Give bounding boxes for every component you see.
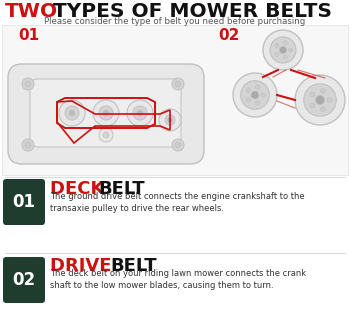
Circle shape: [127, 100, 153, 126]
Circle shape: [137, 110, 143, 116]
Text: 02: 02: [218, 28, 239, 43]
Text: DECK: DECK: [50, 180, 111, 198]
Circle shape: [270, 37, 296, 63]
Circle shape: [99, 128, 113, 142]
Text: DRIVE: DRIVE: [50, 257, 118, 275]
Circle shape: [284, 41, 287, 45]
FancyBboxPatch shape: [8, 64, 204, 164]
Circle shape: [295, 75, 345, 125]
FancyBboxPatch shape: [3, 179, 45, 225]
Circle shape: [289, 48, 293, 52]
Circle shape: [172, 78, 184, 90]
Text: TWO: TWO: [5, 2, 58, 21]
Circle shape: [159, 109, 181, 131]
Circle shape: [246, 88, 251, 92]
Text: 01: 01: [13, 193, 35, 211]
Circle shape: [310, 92, 315, 97]
Circle shape: [103, 132, 109, 138]
Circle shape: [251, 91, 259, 99]
Circle shape: [261, 93, 266, 97]
Circle shape: [321, 88, 326, 93]
Circle shape: [233, 73, 277, 117]
Text: TYPES OF MOWER BELTS: TYPES OF MOWER BELTS: [46, 2, 332, 21]
Circle shape: [279, 47, 287, 54]
Circle shape: [175, 142, 181, 148]
Text: Please consider the type of belt you need before purchasing: Please consider the type of belt you nee…: [44, 17, 306, 26]
Circle shape: [69, 110, 75, 116]
Circle shape: [172, 139, 184, 151]
FancyBboxPatch shape: [3, 257, 45, 303]
Circle shape: [22, 78, 34, 90]
Circle shape: [165, 115, 175, 125]
Text: BELT: BELT: [98, 180, 145, 198]
Circle shape: [321, 107, 326, 112]
Circle shape: [256, 101, 260, 105]
Text: The ground drive belt connects the engine crankshaft to the
transaxie pulley to : The ground drive belt connects the engin…: [50, 192, 304, 213]
Circle shape: [103, 110, 109, 116]
Circle shape: [304, 84, 336, 116]
Circle shape: [99, 106, 113, 120]
Circle shape: [22, 139, 34, 151]
Circle shape: [246, 98, 251, 102]
Circle shape: [133, 106, 147, 120]
Circle shape: [168, 118, 173, 123]
Circle shape: [256, 85, 260, 89]
Text: 02: 02: [13, 271, 36, 289]
Text: 01: 01: [18, 28, 39, 43]
FancyBboxPatch shape: [2, 25, 348, 175]
Circle shape: [65, 106, 79, 120]
Circle shape: [93, 100, 119, 126]
Circle shape: [263, 30, 303, 70]
Circle shape: [175, 81, 181, 87]
Circle shape: [241, 81, 269, 109]
Circle shape: [284, 55, 287, 59]
Circle shape: [25, 142, 31, 148]
Circle shape: [310, 103, 315, 108]
Circle shape: [275, 53, 279, 57]
Circle shape: [25, 81, 31, 87]
Text: BELT: BELT: [110, 257, 157, 275]
Circle shape: [275, 44, 279, 48]
Circle shape: [315, 95, 324, 105]
FancyBboxPatch shape: [30, 79, 181, 147]
Text: The deck belt on your riding lawn mower connects the crank
shaft to the low mowe: The deck belt on your riding lawn mower …: [50, 269, 306, 290]
Circle shape: [59, 100, 85, 126]
Circle shape: [327, 97, 332, 103]
